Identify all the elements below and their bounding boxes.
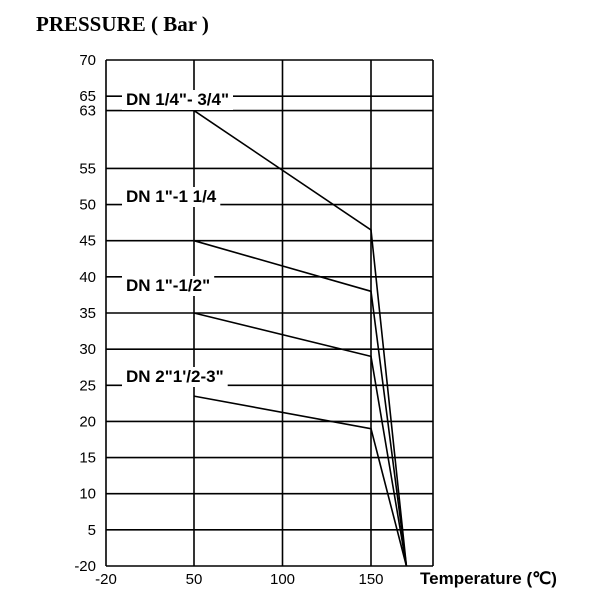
x-tick-label: 100 — [270, 571, 295, 588]
y-tick-label: 30 — [79, 341, 96, 358]
series-label-background — [122, 276, 215, 296]
y-tick-label: 25 — [79, 377, 96, 394]
series-label: DN 2"1'/2-3" — [126, 367, 224, 386]
x-tick-label: 50 — [186, 571, 203, 588]
y-tick-label: 35 — [79, 305, 96, 322]
series-label-background — [122, 90, 233, 110]
series-line — [193, 312, 408, 567]
y-tick-label: 70 — [79, 52, 96, 69]
series-label-background — [122, 187, 221, 207]
y-tick-label: 40 — [79, 269, 96, 286]
y-tick-label: 10 — [79, 486, 96, 503]
y-tick-label: -20 — [74, 558, 96, 575]
x-tick-label: 150 — [358, 571, 383, 588]
series-line — [193, 395, 408, 567]
series-label: DN 1/4"- 3/4" — [126, 90, 229, 109]
y-tick-label: 20 — [79, 413, 96, 430]
series-line — [193, 109, 408, 567]
y-tick-label: 55 — [79, 160, 96, 177]
chart-title: PRESSURE ( Bar ) — [36, 12, 209, 36]
series-label: DN 1"-1 1/4 — [126, 187, 217, 206]
y-tick-label: 63 — [79, 103, 96, 120]
series-label-background — [122, 367, 228, 387]
y-tick-label: 65 — [79, 88, 96, 105]
y-tick-label: 5 — [88, 522, 96, 539]
x-tick-label: -20 — [95, 571, 117, 588]
y-tick-label: 45 — [79, 233, 96, 250]
x-axis-title: Temperature (℃) — [420, 569, 557, 588]
series-label: DN 1"-1/2" — [126, 276, 210, 295]
series-line — [193, 239, 408, 567]
y-tick-label: 50 — [79, 197, 96, 214]
y-tick-label: 15 — [79, 450, 96, 467]
